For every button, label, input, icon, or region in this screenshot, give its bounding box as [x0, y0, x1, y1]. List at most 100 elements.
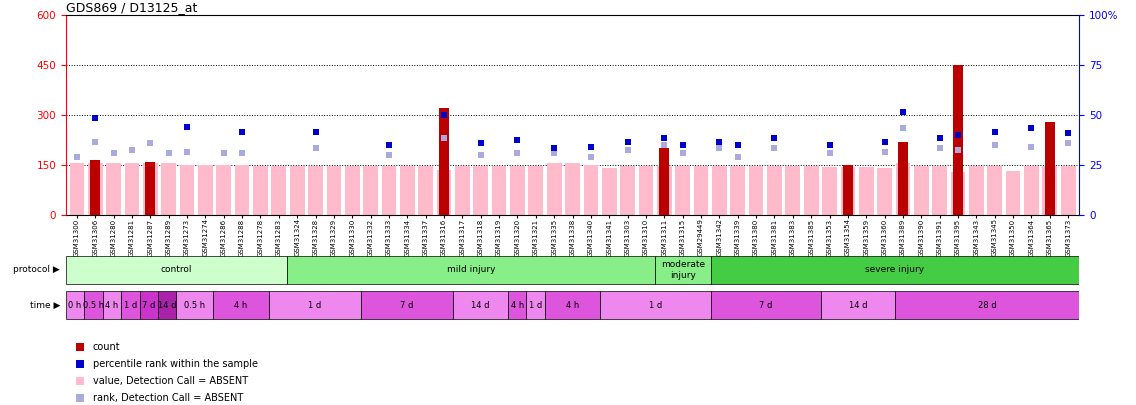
Bar: [675, 166, 690, 215]
Bar: [364, 166, 378, 215]
Bar: [400, 166, 415, 215]
Bar: [66, 256, 287, 284]
Bar: [145, 162, 156, 215]
Text: 0.5 h: 0.5 h: [184, 301, 206, 309]
Text: 7 d: 7 d: [759, 301, 772, 309]
Bar: [1043, 166, 1058, 215]
Bar: [951, 172, 966, 215]
Bar: [843, 165, 853, 215]
Text: 0 h: 0 h: [68, 301, 82, 309]
Bar: [526, 291, 545, 320]
Bar: [711, 256, 1079, 284]
Bar: [638, 166, 653, 215]
Bar: [897, 142, 908, 215]
Text: 4 h: 4 h: [511, 301, 524, 309]
Bar: [290, 166, 304, 215]
Text: moderate
injury: moderate injury: [661, 260, 705, 280]
Bar: [712, 166, 727, 215]
Bar: [895, 291, 1079, 320]
Bar: [566, 163, 579, 215]
Bar: [235, 165, 250, 215]
Bar: [214, 291, 268, 320]
Bar: [107, 163, 120, 215]
Text: 4 h: 4 h: [106, 301, 118, 309]
Bar: [914, 166, 928, 215]
Text: severe injury: severe injury: [866, 266, 925, 275]
Bar: [711, 291, 821, 320]
Text: 4 h: 4 h: [234, 301, 248, 309]
Bar: [508, 291, 526, 320]
Bar: [933, 166, 947, 215]
Text: 1 d: 1 d: [308, 301, 321, 309]
Bar: [546, 163, 561, 215]
Bar: [69, 163, 84, 215]
Bar: [179, 165, 194, 215]
Bar: [1005, 171, 1020, 215]
Bar: [730, 166, 745, 215]
Text: control: control: [160, 266, 192, 275]
Bar: [841, 167, 855, 215]
Bar: [453, 291, 508, 320]
Bar: [492, 166, 507, 215]
Bar: [90, 160, 100, 215]
Text: 0.5 h: 0.5 h: [83, 301, 105, 309]
Bar: [895, 163, 910, 215]
Bar: [438, 108, 449, 215]
Text: 7 d: 7 d: [400, 301, 414, 309]
Bar: [821, 291, 895, 320]
Bar: [176, 291, 214, 320]
Bar: [987, 166, 1002, 215]
Bar: [785, 166, 800, 215]
Bar: [545, 291, 600, 320]
Bar: [969, 166, 984, 215]
Text: 1 d: 1 d: [649, 301, 662, 309]
Bar: [1061, 166, 1076, 215]
Text: value, Detection Call = ABSENT: value, Detection Call = ABSENT: [93, 376, 248, 386]
Bar: [326, 166, 341, 215]
Bar: [655, 256, 711, 284]
Text: 14 d: 14 d: [158, 301, 176, 309]
Bar: [859, 167, 874, 215]
Text: rank, Detection Call = ABSENT: rank, Detection Call = ABSENT: [93, 393, 243, 403]
Bar: [528, 166, 543, 215]
Bar: [143, 163, 158, 215]
Bar: [287, 256, 655, 284]
Bar: [84, 291, 102, 320]
Bar: [877, 168, 892, 215]
Bar: [822, 167, 837, 215]
Text: mild injury: mild injury: [446, 266, 495, 275]
Bar: [87, 163, 102, 215]
Text: GDS869 / D13125_at: GDS869 / D13125_at: [66, 1, 198, 14]
Text: 14 d: 14 d: [471, 301, 490, 309]
Text: protocol ▶: protocol ▶: [14, 266, 60, 275]
Bar: [198, 165, 212, 215]
Bar: [158, 291, 176, 320]
Bar: [953, 65, 963, 215]
Text: 4 h: 4 h: [566, 301, 579, 309]
Text: count: count: [93, 341, 120, 352]
Bar: [694, 166, 709, 215]
Bar: [122, 291, 140, 320]
Bar: [382, 166, 396, 215]
Bar: [436, 170, 451, 215]
Bar: [474, 166, 488, 215]
Bar: [602, 168, 617, 215]
Bar: [657, 166, 671, 215]
Bar: [308, 166, 323, 215]
Bar: [456, 166, 470, 215]
Bar: [1025, 166, 1038, 215]
Bar: [345, 166, 360, 215]
Bar: [102, 291, 122, 320]
Text: 14 d: 14 d: [849, 301, 868, 309]
Text: 28 d: 28 d: [978, 301, 996, 309]
Bar: [253, 166, 268, 215]
Bar: [1045, 122, 1055, 215]
Bar: [600, 291, 711, 320]
Bar: [161, 163, 176, 215]
Bar: [360, 291, 453, 320]
Bar: [659, 148, 669, 215]
Bar: [268, 291, 360, 320]
Bar: [217, 165, 231, 215]
Text: 1 d: 1 d: [124, 301, 137, 309]
Bar: [584, 165, 599, 215]
